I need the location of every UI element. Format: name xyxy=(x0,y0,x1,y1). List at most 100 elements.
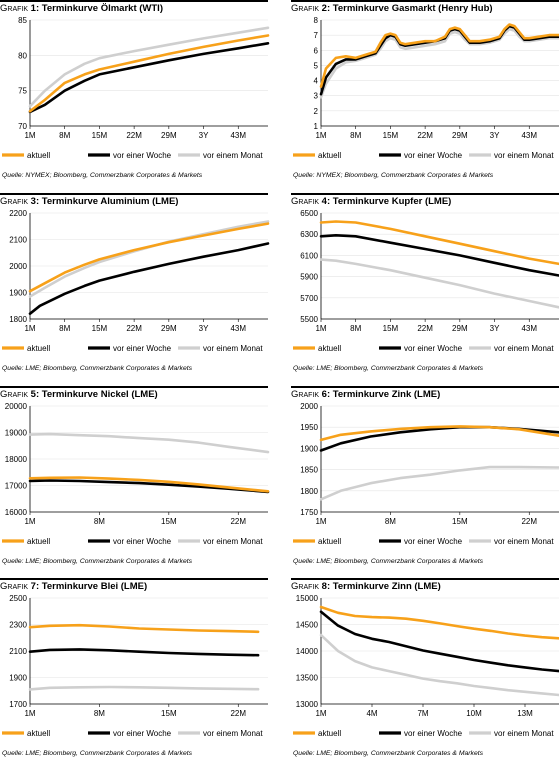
y-tick-label: 1850 xyxy=(300,466,318,475)
legend-label: vor einem Monat xyxy=(494,729,554,738)
y-tick-label: 6 xyxy=(314,46,319,55)
y-tick-label: 1800 xyxy=(9,315,27,324)
legend-label: aktuell xyxy=(27,729,50,738)
legend-label: vor einer Woche xyxy=(404,537,463,546)
x-tick-label: 15M xyxy=(161,709,177,718)
legend-label: vor einem Monat xyxy=(203,729,263,738)
series-line-2 xyxy=(319,234,559,277)
legend-label: vor einer Woche xyxy=(113,344,172,353)
x-tick-label: 13M xyxy=(517,709,533,718)
chart-title: Grafik 5: Terminkurve Nickel (LME) xyxy=(0,389,158,400)
series-line-1 xyxy=(319,220,559,266)
x-tick-label: 43M xyxy=(230,324,246,333)
x-tick-label: 43M xyxy=(521,131,537,140)
x-tick-label: 29M xyxy=(452,324,468,333)
chart-title-prefix: Grafik xyxy=(291,389,320,400)
chart-source: Quelle: NYMEX; Bloomberg, Commerzbank Co… xyxy=(2,172,203,179)
legend-label: vor einer Woche xyxy=(113,537,172,546)
chart-title: Grafik 6: Terminkurve Zink (LME) xyxy=(291,389,440,400)
y-tick-label: 13000 xyxy=(296,700,319,709)
legend-label: vor einer Woche xyxy=(404,151,463,160)
y-tick-label: 5 xyxy=(314,61,319,70)
chart-title: Grafik 3: Terminkurve Aluminium (LME) xyxy=(0,196,178,207)
x-tick-label: 8M xyxy=(94,709,105,718)
chart-svg: 5500 5700 5900 6100 6300 6500 1M 8M 15M 22M 29M 3Y 4… xyxy=(293,209,559,353)
chart-panel-1: Grafik 1: Terminkurve Ölmarkt (WTI) 70 75 8… xyxy=(0,0,270,190)
chart-title: Grafik 7: Terminkurve Blei (LME) xyxy=(0,581,147,592)
chart-title: Grafik 2: Terminkurve Gasmarkt (Henry Hu… xyxy=(291,3,493,14)
y-tick-label: 1750 xyxy=(300,508,318,517)
y-tick-label: 6500 xyxy=(300,209,318,218)
y-tick-label: 14500 xyxy=(296,621,319,630)
y-tick-label: 5900 xyxy=(300,273,318,282)
x-tick-label: 3Y xyxy=(490,324,500,333)
x-tick-label: 8M xyxy=(350,324,361,333)
x-tick-label: 15M xyxy=(92,131,108,140)
x-tick-label: 1M xyxy=(315,324,326,333)
chart-title-prefix: Grafik xyxy=(0,196,29,207)
panel-top-rule xyxy=(0,193,268,195)
chart-source: Quelle: LME; Bloomberg, Commerzbank Corp… xyxy=(2,365,193,372)
chart-source: Quelle: LME; Bloomberg, Commerzbank Corp… xyxy=(293,365,484,372)
x-tick-label: 8M xyxy=(385,517,396,526)
chart-title: Grafik 1: Terminkurve Ölmarkt (WTI) xyxy=(0,3,163,14)
y-tick-label: 1900 xyxy=(300,444,318,453)
chart-svg: 1 2 3 4 5 6 7 8 1M 8M 15M 22M 29M 3Y 43M aktuell vor ein… xyxy=(293,16,559,160)
series-line-2 xyxy=(28,242,270,315)
series-line-2 xyxy=(28,42,270,114)
series-line-3 xyxy=(319,465,559,501)
chart-title-text: Terminkurve Zinn (LME) xyxy=(332,581,441,592)
legend-label: aktuell xyxy=(318,151,341,160)
chart-source: Quelle: NYMEX; Bloomberg, Commerzbank Co… xyxy=(293,172,494,179)
chart-panel-6: Grafik 6: Terminkurve Zink (LME) 1750 1800… xyxy=(291,386,559,576)
chart-title-text: Terminkurve Gasmarkt (Henry Hub) xyxy=(332,3,493,14)
series-line-2 xyxy=(319,610,559,673)
chart-title-number: 7: xyxy=(30,581,40,592)
chart-title-prefix: Grafik xyxy=(291,196,320,207)
y-tick-label: 85 xyxy=(18,16,27,25)
y-tick-label: 17000 xyxy=(5,482,28,491)
chart-title-prefix: Grafik xyxy=(291,581,320,592)
x-tick-label: 4M xyxy=(366,709,377,718)
legend-label: vor einem Monat xyxy=(494,151,554,160)
legend-label: vor einer Woche xyxy=(404,729,463,738)
x-tick-label: 1M xyxy=(315,709,326,718)
chart-svg: 70 75 80 85 1M 8M 15M 22M 29M 3Y 43M aktuell vor ein… xyxy=(2,16,270,160)
chart-title-number: 2: xyxy=(321,3,331,14)
series-line-3 xyxy=(28,685,260,691)
x-tick-label: 15M xyxy=(161,517,177,526)
x-tick-label: 10M xyxy=(466,709,482,718)
chart-title-text: Terminkurve Zink (LME) xyxy=(332,389,441,400)
x-tick-label: 8M xyxy=(94,517,105,526)
series-line-1 xyxy=(28,34,270,113)
series-line-3 xyxy=(319,258,559,309)
chart-source: Quelle: LME; Bloomberg, Commerzbank Corp… xyxy=(2,750,193,757)
y-tick-label: 1900 xyxy=(9,289,27,298)
y-tick-label: 1900 xyxy=(9,674,27,683)
y-tick-label: 2200 xyxy=(9,209,27,218)
y-tick-label: 8 xyxy=(314,16,319,25)
chart-title-prefix: Grafik xyxy=(291,3,320,14)
y-tick-label: 20000 xyxy=(5,402,28,411)
series-line-1 xyxy=(28,623,260,634)
y-tick-label: 2300 xyxy=(9,621,27,630)
y-tick-label: 15000 xyxy=(296,594,319,603)
series-line-3 xyxy=(28,220,270,298)
y-tick-label: 6300 xyxy=(300,230,318,239)
legend-label: vor einem Monat xyxy=(494,537,554,546)
y-tick-label: 2500 xyxy=(9,594,27,603)
x-tick-label: 1M xyxy=(24,324,35,333)
legend-label: aktuell xyxy=(318,344,341,353)
legend-label: vor einem Monat xyxy=(494,344,554,353)
chart-svg: 1700 1900 2100 2300 2500 1M 8M 15M 22M aktuell vor… xyxy=(2,594,268,738)
y-tick-label: 2000 xyxy=(300,402,318,411)
legend-label: vor einer Woche xyxy=(113,729,172,738)
chart-svg: 1800 1900 2000 2100 2200 1M 8M 15M 22M 29M 3Y 43M ak… xyxy=(2,209,270,353)
series-line-1 xyxy=(319,23,559,88)
chart-panel-2: Grafik 2: Terminkurve Gasmarkt (Henry Hu… xyxy=(291,0,559,190)
x-tick-label: 3Y xyxy=(199,131,209,140)
y-tick-label: 18000 xyxy=(5,455,28,464)
chart-title-number: 5: xyxy=(30,389,40,400)
panel-top-rule xyxy=(0,386,268,388)
legend-label: vor einem Monat xyxy=(203,537,263,546)
